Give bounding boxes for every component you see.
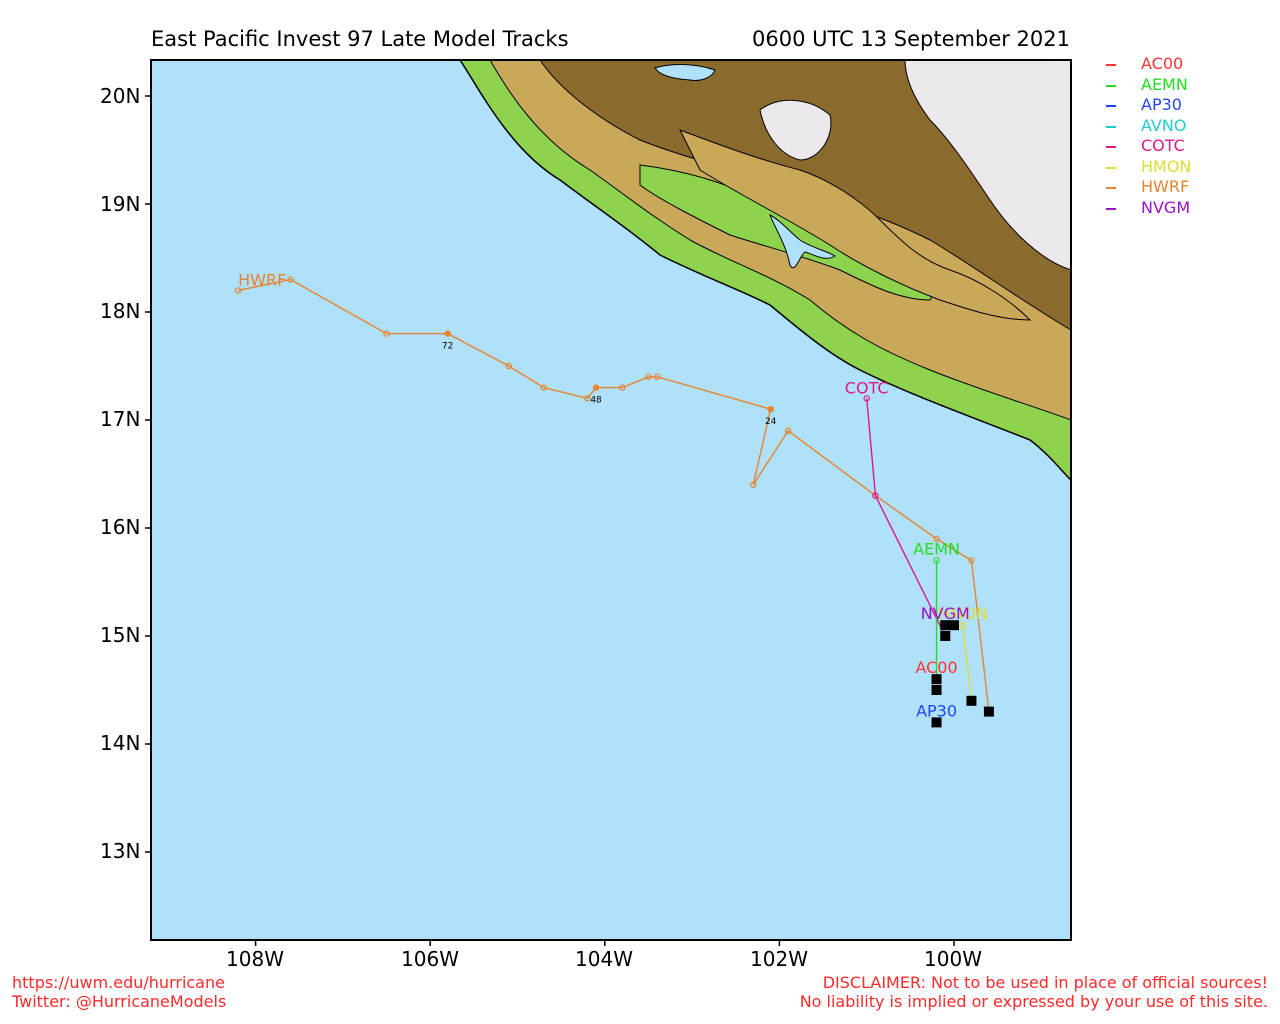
legend-label: AC00 <box>1141 54 1184 73</box>
legend-label: NVGM <box>1141 197 1191 217</box>
start-markers <box>931 620 994 728</box>
track-point <box>872 492 879 499</box>
start-marker <box>931 674 942 685</box>
track-point <box>383 330 390 337</box>
legend-swatch <box>1106 146 1116 148</box>
start-marker <box>966 695 977 706</box>
track-hwrf: 24 48 72 HWRF <box>234 270 993 715</box>
y-axis-label-19n: 19N <box>100 192 141 216</box>
track-point <box>933 557 940 564</box>
website-link[interactable]: https://uwm.edu/hurricane <box>12 973 225 992</box>
track-label: HWRF <box>238 270 286 289</box>
hour-dot <box>445 331 451 337</box>
land-terrain <box>459 60 1071 481</box>
hour-label: 72 <box>442 342 453 352</box>
track-point <box>959 622 966 629</box>
track-label: COTC <box>845 378 889 397</box>
track-point <box>767 406 774 413</box>
track-point <box>444 330 451 337</box>
hour-label: 48 <box>590 396 602 406</box>
y-axis-label-16n: 16N <box>100 515 141 539</box>
track-point <box>653 373 661 380</box>
start-marker <box>940 620 951 631</box>
y-axis-label-20n: 20N <box>100 84 141 108</box>
legend-swatch <box>1106 64 1116 66</box>
track-point <box>584 395 591 402</box>
map-title: East Pacific Invest 97 Late Model Tracks <box>151 27 569 51</box>
x-axis-label-108w: 108W <box>226 947 284 971</box>
track-label: AC00 <box>915 658 957 677</box>
track-point <box>540 384 547 391</box>
hour-dot <box>768 406 774 412</box>
map-timestamp: 0600 UTC 13 September 2021 <box>751 27 1070 51</box>
track-point <box>645 373 652 380</box>
y-axis-label-17n: 17N <box>100 407 141 431</box>
track-point <box>287 276 294 283</box>
start-marker <box>983 706 994 717</box>
track-point <box>863 395 870 402</box>
y-axis-label-18n: 18N <box>100 299 141 323</box>
x-axis-label-100w: 100W <box>924 947 982 971</box>
disclaimer-line-2: No liability is implied or expressed by … <box>799 992 1268 1011</box>
legend-swatch <box>1106 84 1116 87</box>
x-axis-label-104w: 104W <box>575 947 633 971</box>
legend-swatch <box>1106 187 1116 189</box>
disclaimer-line-1: DISCLAIMER: Not to be used in place of o… <box>822 973 1268 992</box>
track-line <box>237 278 990 712</box>
track-point <box>933 535 940 543</box>
legend-label: AVNO <box>1141 115 1187 135</box>
y-axis-label-13n: 13N <box>100 839 141 863</box>
y-axis-label-14n: 14N <box>100 731 141 755</box>
hour-label: 24 <box>765 417 777 427</box>
track-label: AP30 <box>916 701 957 720</box>
start-marker <box>940 631 951 641</box>
legend-label: HMON <box>1141 156 1192 176</box>
track-point <box>234 287 242 294</box>
track-point <box>619 384 626 391</box>
start-marker <box>949 620 959 631</box>
track-label: AEMN <box>913 539 960 558</box>
twitter-handle: Twitter: @HurricaneModels <box>12 992 227 1011</box>
track-line <box>962 625 973 701</box>
legend-swatch <box>1106 166 1116 169</box>
start-marker <box>931 717 942 728</box>
footer-disclaimer: DISCLAIMER: Not to be used in place of o… <box>800 973 1268 1011</box>
footer-credits: https://uwm.edu/hurricane Twitter: @Hurr… <box>12 973 226 1011</box>
legend-swatch <box>1106 125 1116 128</box>
start-marker <box>931 685 942 695</box>
legend-swatch <box>1106 207 1116 210</box>
track-point <box>592 384 600 391</box>
track-point <box>750 481 757 488</box>
y-axis-label-15n: 15N <box>100 623 141 647</box>
track-point <box>784 427 792 434</box>
track-label: HMON <box>938 604 988 623</box>
track-point <box>968 557 975 564</box>
track-point <box>505 362 512 370</box>
track-line <box>866 398 946 637</box>
legend-swatch <box>1106 105 1116 107</box>
legend-label: AEMN <box>1141 74 1188 94</box>
x-axis-label-102w: 102W <box>750 947 808 971</box>
legend-label: HWRF <box>1141 177 1190 196</box>
hour-dot <box>593 385 599 391</box>
x-axis-label-106w: 106W <box>401 947 459 971</box>
map-frame <box>150 59 1072 941</box>
track-label: NVGM <box>921 604 970 623</box>
legend-label: COTC <box>1141 136 1185 155</box>
legend-label: AP30 <box>1141 95 1182 114</box>
